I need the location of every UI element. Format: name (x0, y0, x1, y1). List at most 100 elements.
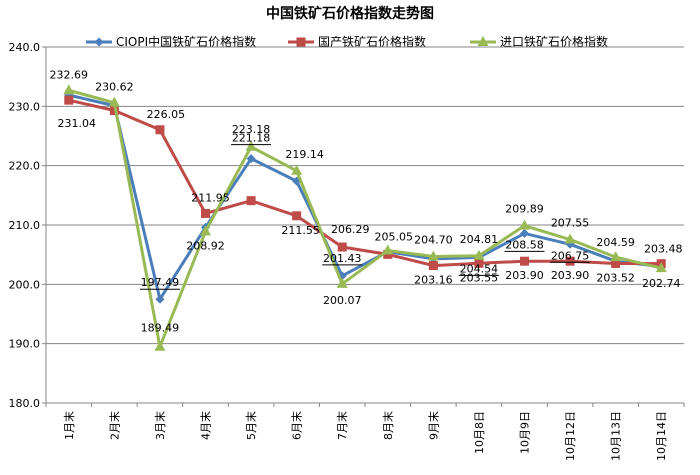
data-point-diamond (246, 154, 256, 164)
legend-label: 进口铁矿石价格指数 (500, 34, 608, 49)
data-point-square (296, 37, 306, 47)
data-label: 201.43 (323, 252, 362, 265)
data-point-triangle (291, 164, 303, 175)
data-point-triangle (382, 244, 394, 255)
data-label: 205.05 (375, 230, 414, 243)
data-label: 203.48 (644, 243, 683, 256)
legend-label: CIOPI中国铁矿石价格指数 (116, 34, 256, 49)
legend-item: 进口铁矿石价格指数 (470, 34, 608, 49)
series-line (68, 98, 662, 268)
data-label: 204.81 (460, 233, 499, 246)
legend: CIOPI中国铁矿石价格指数 国产铁矿石价格指数 进口铁矿石价格指数 (86, 34, 608, 49)
y-tick-label: 240.0 (9, 41, 41, 54)
data-point-square (292, 211, 302, 221)
x-tick-label: 6月末 (290, 411, 304, 440)
data-point-square (337, 242, 347, 252)
data-label: 232.69 (50, 68, 89, 81)
data-label: 231.04 (58, 117, 97, 130)
y-tick-label: 230.0 (9, 100, 41, 113)
x-tick-label: 3月末 (153, 411, 167, 440)
data-label: 203.90 (505, 269, 544, 282)
x-tick-label: 10月12日 (564, 411, 577, 461)
data-point-square (565, 256, 575, 266)
data-label: 209.89 (505, 203, 544, 216)
legend-label: 国产铁矿石价格指数 (318, 34, 426, 49)
data-point-square (474, 258, 484, 268)
series-3 (63, 84, 667, 351)
data-label: 206.29 (331, 223, 370, 236)
data-label: 203.90 (551, 269, 590, 282)
data-point-triangle (108, 96, 120, 107)
data-point-triangle (427, 250, 439, 261)
data-point-triangle (655, 262, 667, 273)
y-tick-label: 210.0 (9, 219, 41, 232)
y-tick-label: 200.0 (9, 278, 41, 291)
x-tick-label: 4月末 (199, 411, 213, 440)
data-label: 189.49 (141, 322, 180, 335)
data-point-triangle (245, 140, 257, 151)
data-label: 202.74 (642, 277, 681, 290)
data-point-square (155, 125, 165, 135)
x-tick-label: 7月末 (335, 411, 349, 440)
data-label: 211.55 (281, 224, 320, 237)
y-tick-label: 220.0 (9, 160, 41, 173)
series-2 (64, 95, 666, 271)
data-point-triangle (564, 233, 576, 244)
data-point-triangle (154, 340, 166, 351)
data-label: 206.75 (551, 249, 590, 262)
data-point-square (428, 261, 438, 271)
data-label: 203.55 (460, 271, 499, 284)
data-point-square (611, 258, 621, 268)
series-line (68, 88, 662, 349)
legend-item: CIOPI中国铁矿石价格指数 (86, 34, 256, 49)
series-group (63, 84, 667, 351)
data-label: 207.55 (551, 217, 590, 230)
axes: 180.0 190.0 200.0 210.0 220.0 230.0 240.0 1月末 2月… (9, 41, 685, 461)
data-point-triangle (336, 277, 348, 288)
data-label: 230.62 (95, 81, 134, 94)
x-tick-label: 9月末 (426, 411, 440, 440)
x-tick-label: 10月13日 (610, 411, 623, 461)
y-tick-label: 180.0 (9, 397, 41, 410)
chart-title: 中国铁矿石价格指数走势图 (266, 5, 434, 22)
data-point-square (520, 256, 529, 266)
data-label: 204.70 (414, 233, 453, 246)
data-label: 226.05 (147, 108, 186, 121)
x-tick-label: 10月8日 (473, 411, 486, 454)
data-point-square (64, 95, 74, 105)
x-tick-label: 5月末 (244, 411, 258, 440)
legend-item: 国产铁矿石价格指数 (288, 34, 426, 49)
data-label: 200.07 (323, 294, 362, 307)
data-point-triangle (200, 225, 211, 236)
x-tick-label: 2月末 (107, 411, 121, 440)
x-tick-label: 8月末 (381, 411, 395, 440)
data-label: 219.14 (285, 148, 324, 161)
data-label: 204.59 (596, 236, 635, 249)
data-label: 208.92 (186, 239, 225, 252)
data-label: 197.49 (141, 276, 180, 289)
x-tick-label: 10月14日 (655, 411, 668, 461)
y-tick-label: 190.0 (9, 338, 41, 351)
data-point-triangle (63, 84, 75, 95)
data-point-diamond (94, 37, 104, 47)
x-tick-label: 1月末 (62, 411, 76, 440)
data-point-square (246, 196, 256, 206)
data-point-triangle (610, 251, 622, 262)
data-point-triangle (473, 249, 485, 260)
data-label: 203.16 (414, 274, 453, 287)
data-point-triangle (477, 36, 489, 46)
data-label: 223.18 (232, 123, 271, 136)
data-label: 203.52 (596, 271, 635, 284)
data-point-diamond (520, 228, 529, 238)
gridlines (46, 46, 684, 345)
x-tick-label: 10月9日 (519, 411, 532, 454)
data-label: 208.58 (505, 238, 544, 251)
data-label: 211.95 (191, 191, 230, 204)
series-line (68, 93, 662, 301)
data-point-square (201, 208, 210, 218)
data-point-diamond (155, 294, 165, 304)
data-label: 204.54 (460, 262, 499, 275)
data-point-triangle (519, 219, 530, 230)
